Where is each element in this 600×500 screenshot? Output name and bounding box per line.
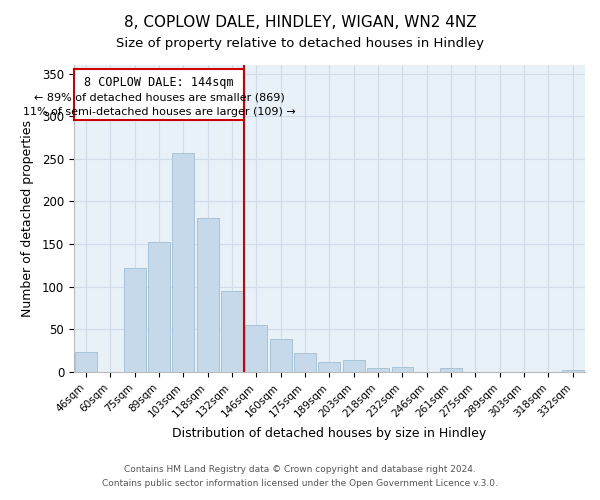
Text: Contains HM Land Registry data © Crown copyright and database right 2024.
Contai: Contains HM Land Registry data © Crown c… [102,466,498,487]
Bar [562,370,584,372]
Bar [245,325,268,372]
Bar [270,339,292,372]
Text: Size of property relative to detached houses in Hindley: Size of property relative to detached ho… [116,38,484,51]
Text: 8, COPLOW DALE, HINDLEY, WIGAN, WN2 4NZ: 8, COPLOW DALE, HINDLEY, WIGAN, WN2 4NZ [124,15,476,30]
X-axis label: Distribution of detached houses by size in Hindley: Distribution of detached houses by size … [172,427,487,440]
Bar [367,368,389,372]
Text: 8 COPLOW DALE: 144sqm: 8 COPLOW DALE: 144sqm [84,76,234,88]
Bar [74,70,244,120]
Bar [124,268,146,372]
Bar [221,291,243,372]
Text: ← 89% of detached houses are smaller (869): ← 89% of detached houses are smaller (86… [34,92,284,102]
Y-axis label: Number of detached properties: Number of detached properties [20,120,34,317]
Bar [148,242,170,372]
Bar [343,360,365,372]
Bar [319,362,340,372]
Bar [197,218,218,372]
Bar [294,354,316,372]
Bar [392,367,413,372]
Bar [440,368,462,372]
Bar [172,153,194,372]
Text: 11% of semi-detached houses are larger (109) →: 11% of semi-detached houses are larger (… [23,106,295,117]
Bar [75,352,97,372]
